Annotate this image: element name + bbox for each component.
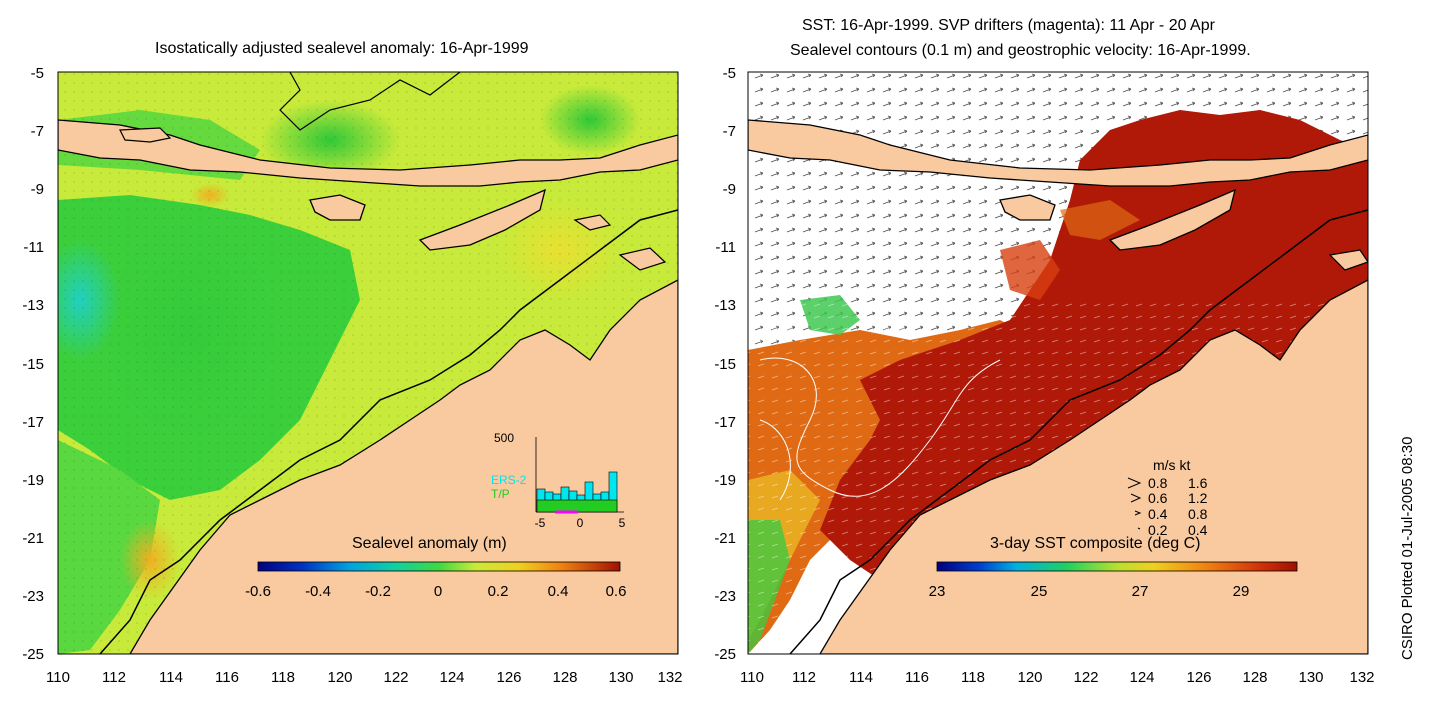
velocity-legend-row: 0.2 0.4	[1137, 522, 1208, 538]
lon-tick: 126	[1186, 669, 1211, 686]
lon-tick: 116	[215, 669, 239, 686]
lon-tick: 122	[383, 669, 408, 686]
lon-tick: 126	[496, 669, 521, 686]
lon-tick: 112	[102, 669, 126, 686]
lat-tick: -11	[715, 239, 736, 256]
lon-tick: 128	[552, 669, 577, 686]
lat-tick: -17	[714, 414, 736, 431]
sst-colorbar-label: 3-day SST composite (deg C)	[990, 535, 1200, 552]
lat-tick: -25	[22, 646, 44, 663]
lat-tick: -15	[22, 356, 44, 373]
inset-ymax-label: 500	[494, 431, 514, 445]
lon-tick: 110	[740, 669, 764, 686]
velocity-ms: 0.4	[1148, 506, 1168, 522]
lat-tick: -23	[714, 588, 736, 605]
sealevel-colorbar-label: Sealevel anomaly (m)	[352, 535, 507, 552]
velocity-legend-header: m/s kt	[1153, 457, 1190, 473]
right-x-axis-labels: 110 112 114 116 118 120 122 124 126 128 …	[740, 669, 1374, 686]
sealevel-tick: 0.6	[606, 583, 627, 600]
lat-tick: -13	[714, 297, 736, 314]
inset-xtick: 5	[619, 516, 626, 530]
plot-credit: CSIRO Plotted 01-Jul-2005 08:30	[1399, 437, 1416, 660]
inset-ers-label: ERS-2	[491, 473, 527, 487]
right-map-title-line1: SST: 16-Apr-1999. SVP drifters (magenta)…	[802, 17, 1215, 34]
left-map-title: Isostatically adjusted sealevel anomaly:…	[155, 40, 529, 57]
left-x-axis-labels: 110 112 114 116 118 120 122 124 126 128 …	[46, 669, 682, 686]
lon-tick: 118	[961, 669, 985, 686]
sealevel-tick: 0.2	[488, 583, 509, 600]
lat-tick: -7	[723, 123, 736, 140]
velocity-legend: m/s kt 0.8 1.6 0.6 1.2 0.4 0.8 0.2 0.4	[1127, 457, 1208, 538]
sealevel-tick: 0.4	[548, 583, 569, 600]
left-map-frame	[57, 71, 679, 655]
lat-tick: -9	[31, 181, 44, 198]
velocity-kt: 1.2	[1188, 490, 1208, 506]
velocity-ms: 0.8	[1148, 475, 1168, 491]
lat-tick: -25	[714, 646, 736, 663]
lat-tick: -19	[714, 472, 736, 489]
velocity-legend-row: 0.4 0.8	[1134, 506, 1208, 522]
lon-tick: 130	[608, 669, 633, 686]
velocity-ms: 0.2	[1148, 522, 1168, 538]
right-map-title-line2: Sealevel contours (0.1 m) and geostrophi…	[790, 42, 1251, 59]
lat-tick: -11	[23, 239, 44, 256]
sealevel-colorbar	[257, 561, 621, 572]
lon-tick: 130	[1298, 669, 1323, 686]
lat-tick: -7	[31, 123, 44, 140]
lon-tick: 114	[159, 669, 183, 686]
lat-tick: -23	[22, 588, 44, 605]
sealevel-colorbar-ticks: -0.6 -0.4 -0.2 0 0.2 0.4 0.6	[245, 583, 626, 600]
lon-tick: 132	[1349, 669, 1374, 686]
right-y-axis-labels: -5 -7 -9 -11 -13 -15 -17 -19 -21 -23 -25	[714, 65, 736, 663]
sst-tick: 27	[1132, 583, 1149, 600]
left-y-axis-labels: -5 -7 -9 -11 -13 -15 -17 -19 -21 -23 -25	[22, 65, 44, 663]
velocity-legend-row: 0.8 1.6	[1127, 475, 1208, 491]
lon-tick: 128	[1242, 669, 1267, 686]
inset-tp-label: T/P	[491, 487, 510, 501]
velocity-ms: 0.6	[1148, 490, 1168, 506]
lon-tick: 124	[1129, 669, 1154, 686]
inset-xtick: -5	[535, 516, 546, 530]
lon-tick: 120	[327, 669, 352, 686]
sealevel-tick: -0.4	[305, 583, 331, 600]
lon-tick: 118	[271, 669, 295, 686]
sealevel-tick: -0.2	[365, 583, 391, 600]
lon-tick: 120	[1017, 669, 1042, 686]
velocity-legend-row: 0.6 1.2	[1130, 490, 1208, 506]
lon-tick: 124	[439, 669, 464, 686]
lat-tick: -5	[31, 65, 44, 82]
left-map-area	[58, 72, 678, 654]
lon-tick: 122	[1073, 669, 1098, 686]
lat-tick: -5	[723, 65, 736, 82]
sst-tick: 29	[1233, 583, 1250, 600]
right-map-area	[748, 72, 1368, 654]
lon-tick: 110	[46, 669, 70, 686]
lat-tick: -13	[22, 297, 44, 314]
sealevel-tick: -0.6	[245, 583, 271, 600]
sst-colorbar	[936, 561, 1298, 572]
velocity-kt: 0.4	[1188, 522, 1208, 538]
sealevel-tick: 0	[434, 583, 442, 600]
lon-tick: 112	[792, 669, 816, 686]
inset-xtick: 0	[577, 516, 584, 530]
sst-tick: 23	[929, 583, 946, 600]
lat-tick: -15	[714, 356, 736, 373]
lon-tick: 116	[905, 669, 929, 686]
velocity-kt: 1.6	[1188, 475, 1208, 491]
lon-tick: 132	[657, 669, 682, 686]
sst-colorbar-ticks: 23 25 27 29	[929, 583, 1250, 600]
lon-tick: 114	[849, 669, 873, 686]
velocity-kt: 0.8	[1188, 506, 1208, 522]
lat-tick: -21	[22, 530, 44, 547]
lat-tick: -19	[22, 472, 44, 489]
lat-tick: -9	[723, 181, 736, 198]
right-map-frame	[747, 71, 1369, 655]
lat-tick: -21	[714, 530, 736, 547]
altimeter-inset: 500 ERS-2 T/P -5 0 5	[491, 431, 626, 530]
sst-tick: 25	[1031, 583, 1048, 600]
lat-tick: -17	[22, 414, 44, 431]
